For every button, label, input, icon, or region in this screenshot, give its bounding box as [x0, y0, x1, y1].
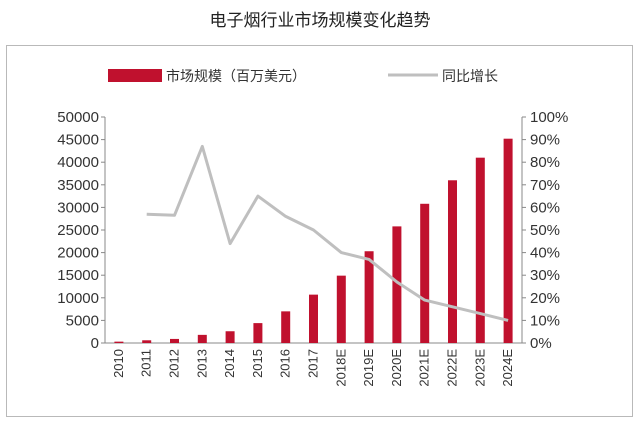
x-tick-label: 2023E: [472, 349, 487, 387]
x-tick-label: 2017: [306, 349, 321, 378]
bar: [197, 334, 207, 343]
y-left-tick-label: 20000: [57, 245, 99, 262]
y-left-tick-label: 40000: [57, 154, 99, 171]
x-tick-label: 2022E: [445, 349, 460, 387]
y-left-tick-label: 45000: [57, 132, 99, 149]
legend-line-label: 同比增长: [442, 69, 498, 85]
bar: [253, 323, 263, 343]
legend-bar-swatch: [108, 69, 162, 82]
y-left-tick-label: 0: [91, 335, 99, 352]
x-tick-label: 2011: [139, 349, 154, 377]
y-left-tick-label: 15000: [57, 267, 99, 284]
bar: [142, 340, 152, 343]
x-tick-label: 2019E: [361, 349, 376, 387]
y-right-tick-label: 30%: [530, 267, 560, 284]
bar: [281, 311, 291, 343]
bar: [364, 251, 374, 343]
plot-area: 0 5000 10000 15000 20000 25000 30000 35000 40000…: [57, 109, 568, 387]
legend-bar-label: 市场规模（百万美元）: [166, 68, 306, 85]
y-right-tick-label: 80%: [530, 154, 560, 171]
x-tick-label: 2018E: [333, 349, 348, 387]
y-left-tick-label: 5000: [66, 312, 99, 329]
x-tick-label: 2016: [278, 349, 293, 378]
x-tick-label: 2024E: [500, 349, 515, 387]
x-tick-label: 2020E: [389, 349, 404, 387]
bar: [114, 341, 124, 343]
y-right-tick-label: 50%: [530, 222, 560, 239]
bar: [503, 138, 513, 343]
x-tick-label: 2014: [222, 349, 237, 378]
chart-title: 电子烟行业市场规模变化趋势: [209, 11, 431, 31]
chart-frame: [6, 45, 633, 417]
bar: [336, 275, 346, 343]
x-tick-label: 2012: [167, 349, 182, 378]
y-left-tick-label: 35000: [57, 177, 99, 194]
y-right-tick-label: 0%: [530, 335, 552, 352]
y-right-tick-label: 60%: [530, 199, 560, 216]
bar: [475, 157, 485, 343]
y-right-tick-label: 10%: [530, 312, 560, 329]
y-right-tick-label: 20%: [530, 290, 560, 307]
x-tick-label: 2015: [250, 349, 265, 378]
legend: 市场规模（百万美元） 同比增长: [108, 68, 498, 85]
x-tick-label: 2013: [194, 349, 209, 378]
y-right-tick-label: 100%: [530, 109, 568, 126]
y-left-tick-label: 30000: [57, 199, 99, 216]
y-left-tick-label: 25000: [57, 222, 99, 239]
x-tick-label: 2021E: [417, 349, 432, 387]
bar: [170, 338, 179, 343]
growth-line: [146, 144, 509, 322]
bar: [448, 180, 457, 343]
bar: [309, 294, 318, 343]
y-left-tick-label: 10000: [57, 290, 99, 307]
bar: [392, 226, 402, 343]
y-right-tick-label: 40%: [530, 245, 560, 262]
y-right-tick-label: 90%: [530, 132, 560, 149]
bar: [225, 331, 235, 343]
x-tick-label: 2010: [111, 349, 126, 378]
y-left-tick-label: 50000: [57, 109, 99, 126]
y-right-tick-label: 70%: [530, 177, 560, 194]
bar: [420, 203, 430, 343]
